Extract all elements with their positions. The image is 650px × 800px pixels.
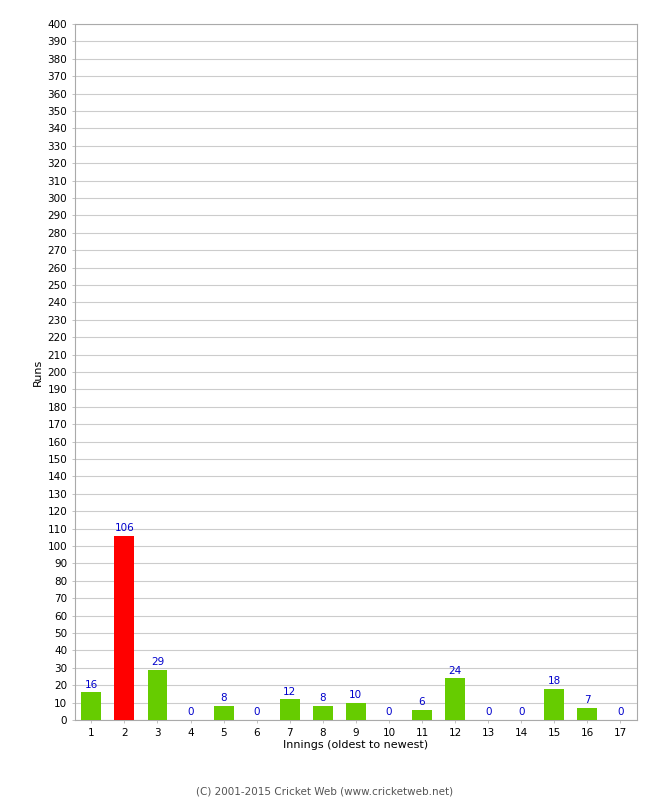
Bar: [214, 706, 233, 720]
Text: 0: 0: [385, 707, 392, 718]
Bar: [114, 535, 135, 720]
Bar: [545, 689, 564, 720]
Text: 0: 0: [485, 707, 491, 718]
Bar: [313, 706, 333, 720]
Text: 16: 16: [84, 679, 98, 690]
Text: 6: 6: [419, 697, 425, 707]
Text: 12: 12: [283, 686, 296, 697]
Bar: [280, 699, 300, 720]
Y-axis label: Runs: Runs: [33, 358, 43, 386]
Text: 10: 10: [349, 690, 363, 700]
Text: 0: 0: [187, 707, 194, 718]
Text: 18: 18: [548, 676, 561, 686]
Text: 7: 7: [584, 695, 591, 706]
Text: 29: 29: [151, 657, 164, 667]
Bar: [81, 692, 101, 720]
Text: 106: 106: [114, 523, 135, 533]
Text: 24: 24: [448, 666, 461, 676]
Bar: [445, 678, 465, 720]
Text: 8: 8: [320, 694, 326, 703]
Text: 0: 0: [254, 707, 260, 718]
X-axis label: Innings (oldest to newest): Innings (oldest to newest): [283, 741, 428, 750]
Bar: [412, 710, 432, 720]
Text: 0: 0: [618, 707, 624, 718]
Text: 0: 0: [518, 707, 525, 718]
Bar: [148, 670, 167, 720]
Text: 8: 8: [220, 694, 227, 703]
Text: (C) 2001-2015 Cricket Web (www.cricketweb.net): (C) 2001-2015 Cricket Web (www.cricketwe…: [196, 786, 454, 796]
Bar: [577, 708, 597, 720]
Bar: [346, 702, 366, 720]
